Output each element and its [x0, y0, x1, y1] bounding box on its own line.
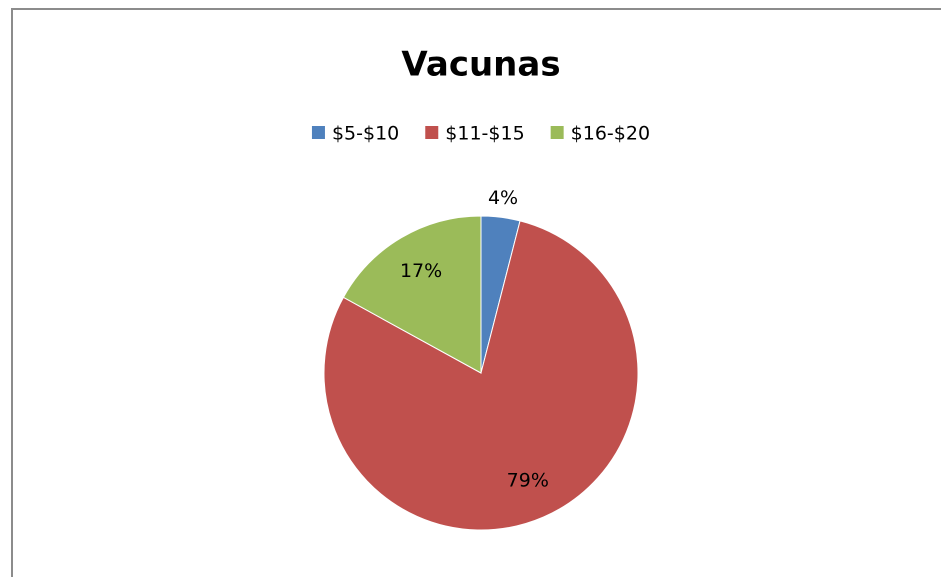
legend-swatch [311, 126, 325, 139]
legend-text: $5-$10 [332, 123, 399, 145]
legend-text: $16-$20 [571, 123, 650, 145]
chart-title: Vacunas [401, 45, 560, 85]
legend-swatch [550, 126, 564, 139]
legend-text: $11-$15 [445, 123, 524, 145]
legend-swatch [425, 126, 439, 139]
data-label: 4% [488, 187, 518, 209]
pie-slice [342, 215, 482, 374]
data-label: 79% [507, 470, 549, 492]
data-label: 17% [400, 260, 442, 282]
pie-slice [323, 220, 639, 531]
